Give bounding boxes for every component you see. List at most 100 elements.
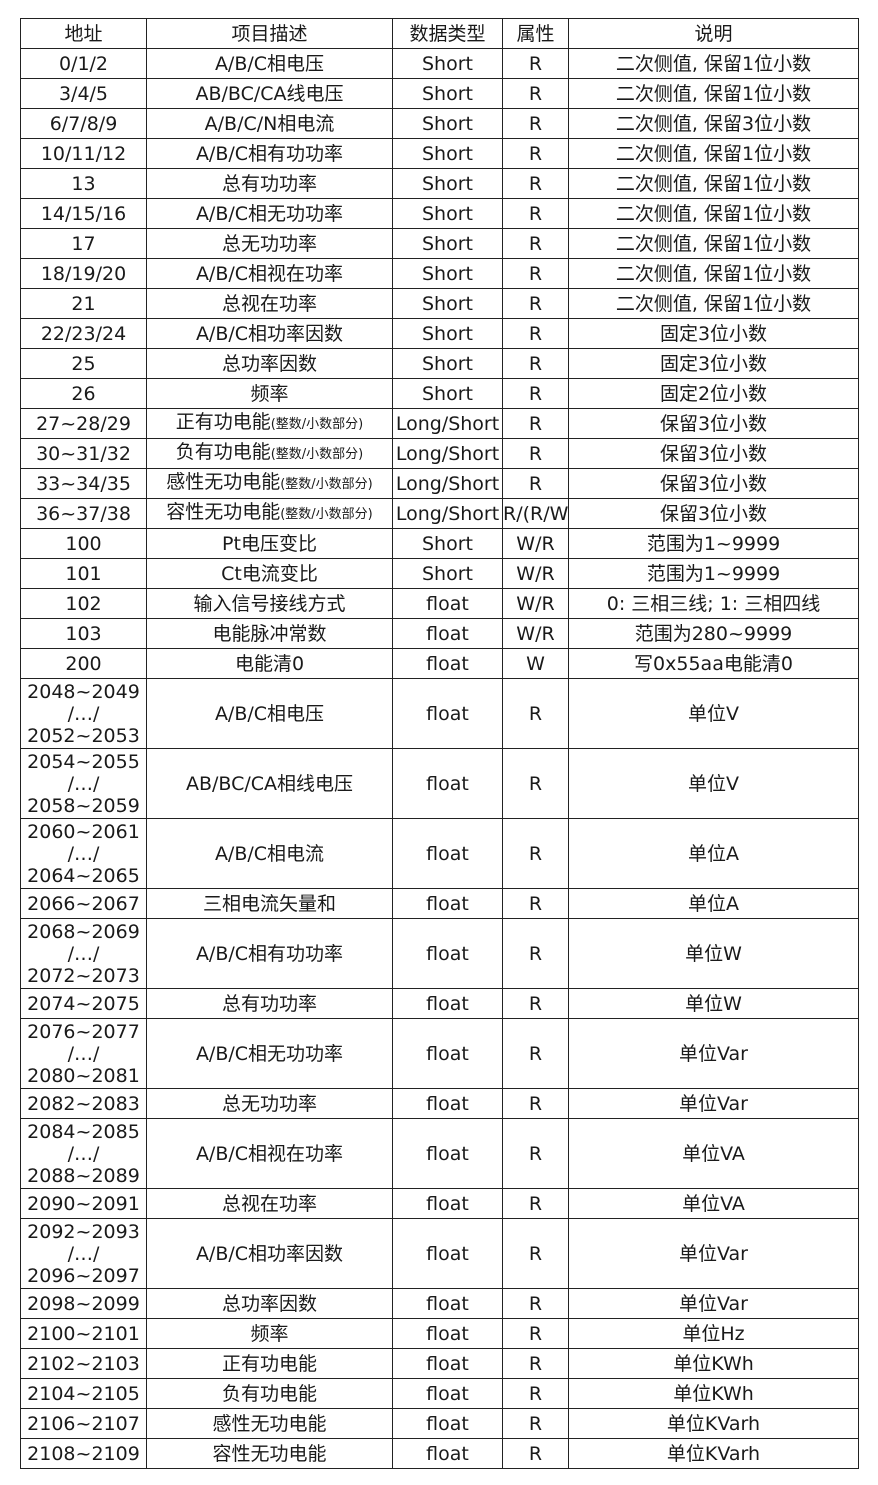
cell-description: A/B/C相无功功率 [146, 1018, 393, 1089]
cell-attribute: R [502, 378, 569, 409]
cell-address: 18/19/20 [20, 258, 147, 289]
cell-note: 固定3位小数 [568, 318, 859, 349]
cell-attribute: R [502, 678, 569, 749]
cell-note: 范围为1~9999 [568, 558, 859, 589]
table-row: 101 Ct电流变比 Short W/R 范围为1~9999 [20, 558, 859, 589]
cell-data-type: Long/Short [392, 408, 503, 439]
cell-address: 2048~2049/…/2052~2053 [20, 678, 147, 749]
cell-attribute: R [502, 1408, 569, 1439]
cell-address: 30~31/32 [20, 438, 147, 469]
cell-description: Ct电流变比 [146, 558, 393, 589]
cell-data-type: float [392, 1018, 503, 1089]
cell-address: 2102~2103 [20, 1348, 147, 1379]
table-row: 10/11/12 A/B/C相有功功率 Short R 二次侧值, 保留1位小数 [20, 138, 859, 169]
table-row: 30~31/32 负有功电能(整数/小数部分) Long/Short R 保留3位小数 [20, 438, 859, 469]
cell-attribute: R [502, 1018, 569, 1089]
cell-attribute: R [502, 888, 569, 919]
table-row: 6/7/8/9 A/B/C/N相电流 Short R 二次侧值, 保留3位小数 [20, 108, 859, 139]
cell-address: 10/11/12 [20, 138, 147, 169]
cell-note: 单位VA [568, 1188, 859, 1219]
table-row: 2104~2105 负有功电能 float R 单位KWh [20, 1378, 859, 1409]
cell-description: A/B/C相视在功率 [146, 1118, 393, 1189]
cell-attribute: R [502, 988, 569, 1019]
cell-data-type: float [392, 1218, 503, 1289]
cell-attribute: R [502, 918, 569, 989]
cell-note: 二次侧值, 保留3位小数 [568, 108, 859, 139]
cell-attribute: R [502, 138, 569, 169]
cell-address: 2100~2101 [20, 1318, 147, 1349]
cell-address: 2054~2055/…/2058~2059 [20, 748, 147, 819]
cell-data-type: float [392, 1118, 503, 1189]
cell-data-type: float [392, 648, 503, 679]
table-row: 3/4/5 AB/BC/CA线电压 Short R 二次侧值, 保留1位小数 [20, 78, 859, 109]
cell-description: 输入信号接线方式 [146, 588, 393, 619]
cell-note: 二次侧值, 保留1位小数 [568, 168, 859, 199]
cell-attribute: R [502, 1348, 569, 1379]
cell-description: 容性无功电能 [146, 1438, 393, 1469]
cell-attribute: W/R [502, 558, 569, 589]
cell-description: 电能清0 [146, 648, 393, 679]
description-main: 感性无功电能 [166, 471, 281, 493]
cell-address: 2106~2107 [20, 1408, 147, 1439]
cell-data-type: Long/Short [392, 438, 503, 469]
cell-data-type: float [392, 1408, 503, 1439]
header-address: 地址 [20, 18, 147, 49]
cell-address: 2104~2105 [20, 1378, 147, 1409]
cell-data-type: Short [392, 168, 503, 199]
cell-attribute: R [502, 288, 569, 319]
header-note: 说明 [568, 18, 859, 49]
cell-attribute: R [502, 1318, 569, 1349]
cell-data-type: Short [392, 108, 503, 139]
cell-address: 2074~2075 [20, 988, 147, 1019]
cell-address: 2068~2069/…/2072~2073 [20, 918, 147, 989]
cell-address: 36~37/38 [20, 498, 147, 529]
cell-description: A/B/C相功率因数 [146, 318, 393, 349]
cell-attribute: R [502, 468, 569, 499]
cell-data-type: float [392, 748, 503, 819]
cell-address: 22/23/24 [20, 318, 147, 349]
cell-description: 感性无功电能(整数/小数部分) [146, 468, 393, 499]
table-row: 36~37/38容性无功电能(整数/小数部分)Long/ShortR/(R/W)… [20, 498, 859, 529]
cell-data-type: float [392, 588, 503, 619]
cell-address: 26 [20, 378, 147, 409]
cell-address: 2098~2099 [20, 1288, 147, 1319]
cell-attribute: W/R [502, 528, 569, 559]
cell-data-type: Short [392, 78, 503, 109]
header-data-type: 数据类型 [392, 18, 503, 49]
cell-data-type: float [392, 618, 503, 649]
table-row: 2102~2103 正有功电能 float R 单位KWh [20, 1348, 859, 1379]
cell-note: 保留3位小数 [568, 438, 859, 469]
cell-note: 单位V [568, 678, 859, 749]
cell-note: 单位Var [568, 1018, 859, 1089]
cell-note: 单位W [568, 988, 859, 1019]
cell-attribute: R [502, 78, 569, 109]
table-row: 2082~2083 总无功功率 float R 单位Var [20, 1088, 859, 1119]
cell-description: A/B/C相有功功率 [146, 918, 393, 989]
cell-attribute: R [502, 198, 569, 229]
cell-note: 固定3位小数 [568, 348, 859, 379]
cell-note: 单位W [568, 918, 859, 989]
cell-note: 保留3位小数 [568, 498, 859, 529]
cell-address: 2092~2093/…/2096~2097 [20, 1218, 147, 1289]
cell-address: 200 [20, 648, 147, 679]
cell-data-type: float [392, 678, 503, 749]
cell-note: 范围为280~9999 [568, 618, 859, 649]
cell-attribute: R [502, 1218, 569, 1289]
cell-description: 总功率因数 [146, 1288, 393, 1319]
cell-attribute: W/R [502, 618, 569, 649]
cell-address: 2076~2077/…/2080~2081 [20, 1018, 147, 1089]
cell-address: 2090~2091 [20, 1188, 147, 1219]
cell-description: 总无功功率 [146, 228, 393, 259]
cell-address: 2066~2067 [20, 888, 147, 919]
cell-data-type: float [392, 1438, 503, 1469]
cell-description: AB/BC/CA线电压 [146, 78, 393, 109]
cell-address: 101 [20, 558, 147, 589]
cell-data-type: float [392, 1288, 503, 1319]
description-note: (整数/小数部分) [280, 507, 373, 522]
table-row: 25 总功率因数 Short R 固定3位小数 [20, 348, 859, 379]
cell-description: A/B/C相电压 [146, 48, 393, 79]
cell-description: 总视在功率 [146, 288, 393, 319]
cell-attribute: R [502, 48, 569, 79]
cell-note: 单位Var [568, 1288, 859, 1319]
cell-address: 2084~2085/…/2088~2089 [20, 1118, 147, 1189]
